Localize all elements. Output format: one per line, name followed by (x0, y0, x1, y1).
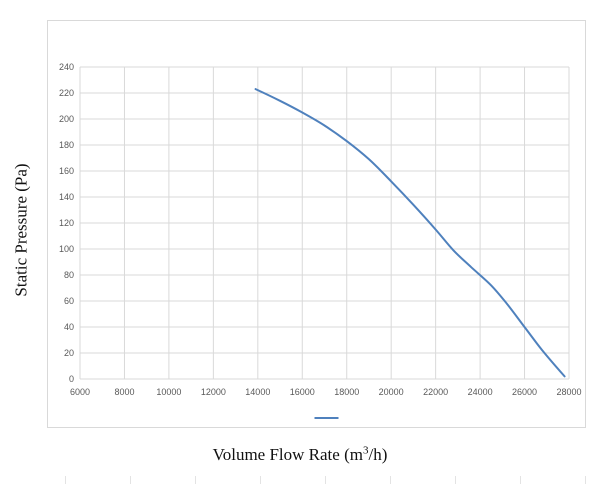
y-tick-label: 60 (64, 296, 74, 306)
x-tick-label: 10000 (156, 387, 181, 397)
x-axis-title-superscript: 3 (362, 444, 369, 457)
x-tick-label: 6000 (70, 387, 90, 397)
chart-plot: 0 20 40 60 80 100 120 140 160 180 200 220 240 6000 800… (59, 62, 582, 419)
x-axis-title: Volume Flow Rate (m3/h) (0, 445, 600, 465)
y-axis-title-wrap: Static Pressure (Pa) (10, 70, 34, 390)
divider-tick (585, 476, 586, 484)
y-tick-label: 40 (64, 322, 74, 332)
divider-tick (65, 476, 66, 484)
y-tick-label: 80 (64, 270, 74, 280)
chart-area: 0 20 40 60 80 100 120 140 160 180 200 220 240 6000 800… (47, 20, 586, 428)
y-tick-label: 240 (59, 62, 74, 72)
x-axis-title-text: Volume Flow Rate (m (212, 445, 363, 464)
x-axis-title-unit: /h) (368, 445, 388, 464)
y-tick-label: 200 (59, 114, 74, 124)
x-tick-label: 8000 (114, 387, 134, 397)
divider-tick (325, 476, 326, 484)
y-tick-label: 0 (69, 374, 74, 384)
y-tick-label: 120 (59, 218, 74, 228)
divider-tick (455, 476, 456, 484)
x-tick-label: 22000 (423, 387, 448, 397)
divider-tick (195, 476, 196, 484)
y-tick-label: 180 (59, 140, 74, 150)
divider-tick (260, 476, 261, 484)
divider-tick (130, 476, 131, 484)
y-tick-label: 20 (64, 348, 74, 358)
divider-tick (520, 476, 521, 484)
x-tick-label: 12000 (201, 387, 226, 397)
x-tick-label: 26000 (512, 387, 537, 397)
x-tick-label: 28000 (556, 387, 581, 397)
y-axis-title: Static Pressure (Pa) (12, 163, 32, 297)
x-tick-label: 20000 (379, 387, 404, 397)
y-tick-label: 160 (59, 166, 74, 176)
series-line (254, 88, 566, 378)
divider-tick (390, 476, 391, 484)
x-tick-label: 18000 (334, 387, 359, 397)
x-tick-label: 14000 (245, 387, 270, 397)
y-tick-label: 220 (59, 88, 74, 98)
bottom-divider-ticks (0, 476, 600, 484)
x-tick-label: 24000 (468, 387, 493, 397)
y-tick-label: 140 (59, 192, 74, 202)
x-tick-label: 16000 (290, 387, 315, 397)
y-tick-label: 100 (59, 244, 74, 254)
